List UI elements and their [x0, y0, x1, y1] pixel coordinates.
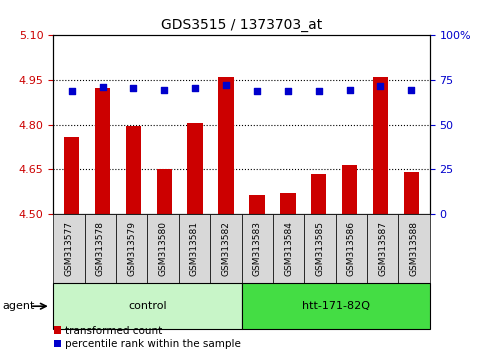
Text: GSM313588: GSM313588 — [410, 221, 419, 276]
Text: GSM313587: GSM313587 — [378, 221, 387, 276]
Text: GSM313585: GSM313585 — [315, 221, 325, 276]
Text: GSM313583: GSM313583 — [253, 221, 262, 276]
Bar — [95, 87, 110, 214]
Point — [377, 83, 384, 89]
Point — [222, 82, 230, 87]
Bar — [280, 193, 296, 214]
Bar — [249, 195, 265, 214]
Point — [129, 86, 137, 91]
Point — [315, 88, 323, 94]
Bar — [187, 123, 203, 214]
Point — [99, 84, 106, 90]
Text: GSM313584: GSM313584 — [284, 221, 293, 276]
Bar — [373, 76, 388, 214]
Bar — [126, 126, 141, 214]
Point — [68, 88, 75, 93]
Point — [284, 88, 292, 94]
Title: GDS3515 / 1373703_at: GDS3515 / 1373703_at — [161, 18, 322, 32]
Text: GSM313582: GSM313582 — [221, 221, 230, 276]
Text: GSM313579: GSM313579 — [127, 221, 136, 276]
Point — [253, 88, 261, 94]
Bar — [404, 172, 419, 214]
Text: GSM313586: GSM313586 — [347, 221, 356, 276]
Point — [408, 87, 415, 92]
Bar — [64, 137, 79, 214]
Bar — [342, 165, 357, 214]
Point — [346, 87, 354, 92]
Text: GSM313580: GSM313580 — [158, 221, 168, 276]
Text: GSM313577: GSM313577 — [64, 221, 73, 276]
Text: GSM313578: GSM313578 — [96, 221, 105, 276]
Point — [191, 85, 199, 90]
Text: htt-171-82Q: htt-171-82Q — [302, 301, 369, 311]
Legend: transformed count, percentile rank within the sample: transformed count, percentile rank withi… — [54, 326, 241, 349]
Text: GSM313581: GSM313581 — [190, 221, 199, 276]
Bar — [218, 76, 234, 214]
Text: agent: agent — [2, 301, 35, 311]
Bar — [311, 174, 327, 214]
Point — [160, 87, 168, 92]
Text: control: control — [128, 301, 167, 311]
Bar — [156, 169, 172, 214]
